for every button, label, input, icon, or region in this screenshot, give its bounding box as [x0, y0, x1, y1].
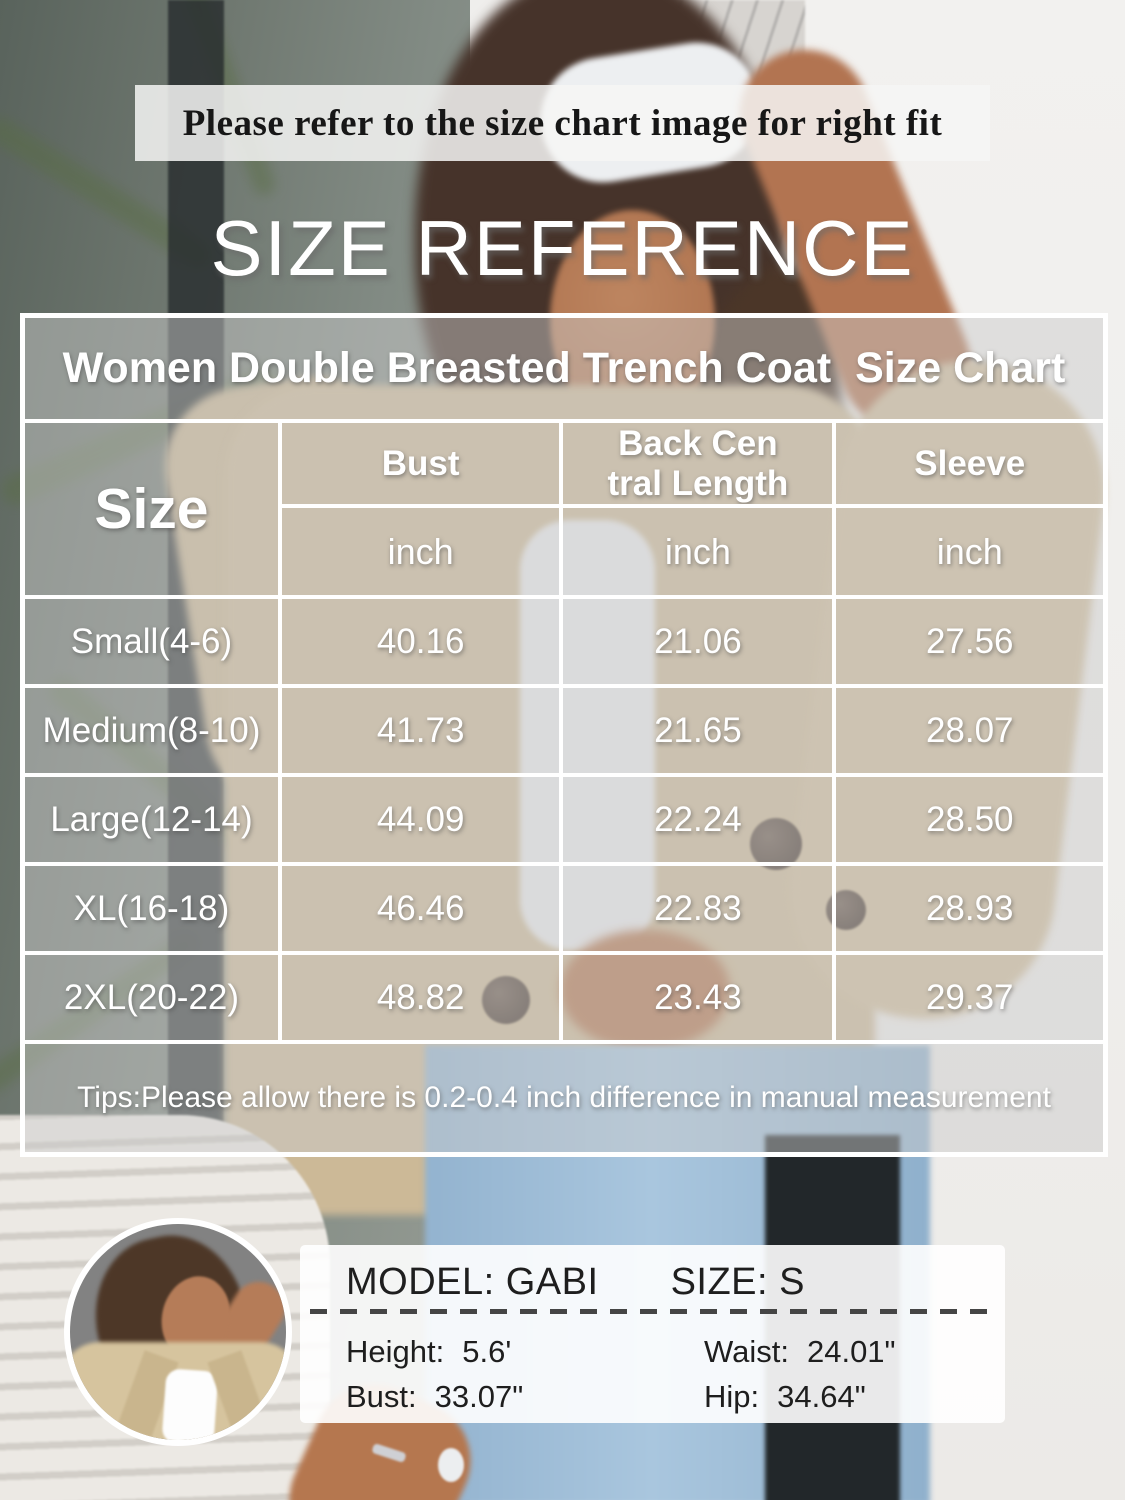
unit-cell-bust: inch	[279, 506, 562, 597]
fingernail	[438, 1448, 464, 1482]
back-length-value-large: 22.24	[561, 775, 835, 864]
row-label-2xl: 2XL(20-22)	[23, 953, 280, 1042]
back-length-value-small: 21.06	[561, 597, 835, 686]
sleeve-value-2xl: 29.37	[834, 953, 1105, 1042]
model-info-header: MODEL: GABI SIZE: S	[346, 1261, 977, 1304]
stat-waist: Waist: 24.01"	[704, 1334, 896, 1370]
back-length-value-xl: 22.83	[561, 864, 835, 953]
unit-cell-back-central-length: inch	[561, 506, 835, 597]
white-tshirt	[520, 520, 655, 950]
model-stats: Height: 5.6' Bust: 33.07" Waist: 24.01" …	[346, 1334, 977, 1415]
row-label-small: Small(4-6)	[23, 597, 280, 686]
row-label-large: Large(12-14)	[23, 775, 280, 864]
stat-label: Waist:	[704, 1334, 789, 1369]
sleeve-value-small: 27.56	[834, 597, 1105, 686]
bust-value-xl: 46.46	[279, 864, 562, 953]
white-tshirt	[161, 1368, 219, 1440]
top-banner: Please refer to the size chart image for…	[135, 85, 990, 161]
coat-button	[482, 976, 530, 1024]
bust-value-large: 44.09	[279, 775, 562, 864]
column-header-bust: Bust	[279, 421, 562, 506]
column-header-back-central-length: Back Cen tral Length	[561, 421, 835, 506]
banner-text: Please refer to the size chart image for…	[182, 102, 943, 144]
stat-label: Height:	[346, 1334, 445, 1369]
stat-height: Height: 5.6'	[346, 1334, 704, 1370]
tips-note: Tips:Please allow there is 0.2-0.4 inch …	[23, 1042, 1105, 1154]
stat-value: 24.01"	[806, 1334, 896, 1369]
row-label-medium: Medium(8-10)	[23, 686, 280, 775]
sleeve-value-xl: 28.93	[834, 864, 1105, 953]
model-stats-right: Waist: 24.01" Hip: 34.64"	[704, 1334, 896, 1415]
model-size-label: SIZE: S	[670, 1261, 805, 1303]
bust-value-medium: 41.73	[279, 686, 562, 775]
size-chart-table: Women Double Breasted Trench Coat Size C…	[20, 313, 1108, 1157]
size-chart-title: Women Double Breasted Trench Coat Size C…	[23, 316, 1105, 421]
stat-hip: Hip: 34.64"	[704, 1379, 896, 1415]
stat-label: Hip:	[704, 1379, 760, 1414]
row-label-xl: XL(16-18)	[23, 864, 280, 953]
bust-value-small: 40.16	[279, 597, 562, 686]
model-name-label: MODEL: GABI	[346, 1261, 599, 1303]
stat-value: 5.6'	[462, 1334, 512, 1369]
dashed-divider	[310, 1309, 993, 1314]
sleeve-value-medium: 28.07	[834, 686, 1105, 775]
column-header-sleeve: Sleeve	[834, 421, 1105, 506]
back-length-value-2xl: 23.43	[561, 953, 835, 1042]
bust-value-2xl: 48.82	[279, 953, 562, 1042]
unit-cell-sleeve: inch	[834, 506, 1105, 597]
hero-title: SIZE REFERENCE	[210, 204, 915, 292]
sleeve-value-large: 28.50	[834, 775, 1105, 864]
model-photo-circle	[64, 1218, 292, 1446]
model-stats-left: Height: 5.6' Bust: 33.07"	[346, 1334, 704, 1415]
coat-button	[750, 818, 802, 870]
stat-label: Bust:	[346, 1379, 417, 1414]
model-info-panel: MODEL: GABI SIZE: S Height: 5.6' Bust: 3…	[300, 1245, 1005, 1423]
back-length-value-medium: 21.65	[561, 686, 835, 775]
stat-value: 34.64"	[777, 1379, 866, 1414]
column-header-size: Size	[23, 421, 280, 597]
model-waist	[560, 930, 730, 1050]
stat-bust: Bust: 33.07"	[346, 1379, 704, 1415]
stat-value: 33.07"	[434, 1379, 524, 1414]
